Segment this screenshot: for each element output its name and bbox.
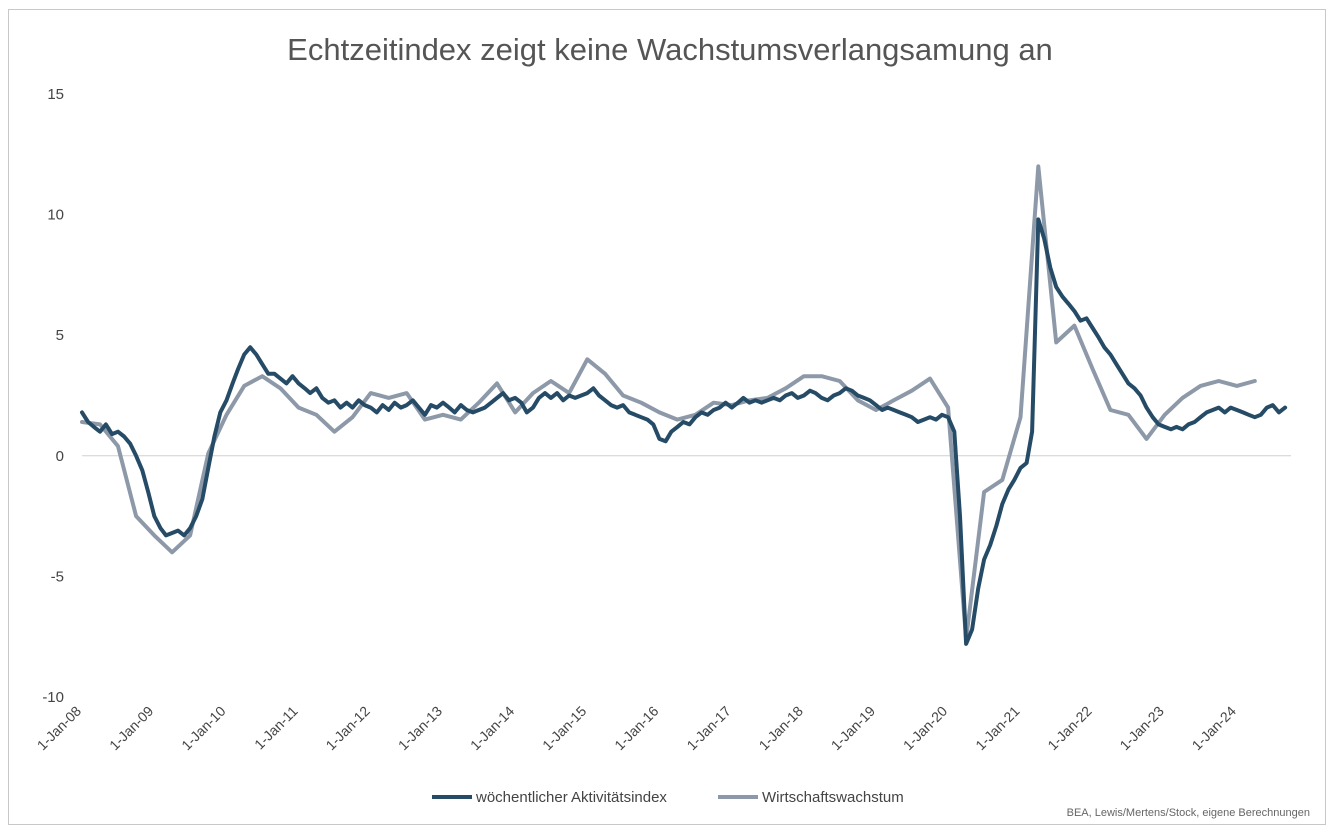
y-tick-label: 15 [47, 86, 64, 103]
y-tick-label: -10 [42, 689, 64, 706]
x-tick-label: 1-Jan-15 [539, 703, 590, 754]
x-tick-label: 1-Jan-21 [972, 703, 1023, 754]
y-tick-label: 0 [56, 448, 64, 465]
legend-label-activity-index: wöchentlicher Aktivitätsindex [475, 789, 667, 806]
y-tick-label: -5 [51, 568, 64, 585]
x-tick-label: 1-Jan-20 [900, 703, 951, 754]
y-tick-label: 10 [47, 207, 64, 224]
x-tick-label: 1-Jan-08 [34, 703, 85, 754]
x-tick-label: 1-Jan-22 [1044, 703, 1095, 754]
series-line-growth [80, 164, 1257, 642]
x-tick-label: 1-Jan-11 [251, 703, 301, 753]
x-axis: 1-Jan-08 1-Jan-09 1-Jan-10 1-Jan-11 1-Jan-12… [34, 703, 1239, 754]
series-layer [80, 164, 1288, 646]
x-tick-label: 1-Jan-16 [611, 703, 662, 754]
legend-label-growth: Wirtschaftswachstum [762, 789, 904, 806]
x-tick-label: 1-Jan-10 [178, 703, 229, 754]
x-tick-label: 1-Jan-14 [467, 703, 518, 754]
x-tick-label: 1-Jan-12 [322, 703, 373, 754]
x-tick-label: 1-Jan-19 [828, 703, 879, 754]
series-line-activity-index [80, 217, 1288, 646]
x-tick-label: 1-Jan-17 [683, 703, 734, 754]
source-note: BEA, Lewis/Mertens/Stock, eigene Berechn… [1067, 807, 1310, 819]
x-tick-label: 1-Jan-24 [1189, 703, 1240, 754]
x-tick-label: 1-Jan-18 [756, 703, 807, 754]
legend: wöchentlicher Aktivitätsindex Wirtschaft… [432, 789, 904, 806]
chart-title: Echtzeitindex zeigt keine Wachstumsverla… [287, 32, 1053, 67]
x-tick-label: 1-Jan-13 [395, 703, 446, 754]
y-tick-label: 5 [56, 327, 64, 344]
x-tick-label: 1-Jan-23 [1116, 703, 1167, 754]
x-tick-label: 1-Jan-09 [106, 703, 157, 754]
y-axis: 15 10 5 0 -5 -10 [42, 86, 64, 706]
